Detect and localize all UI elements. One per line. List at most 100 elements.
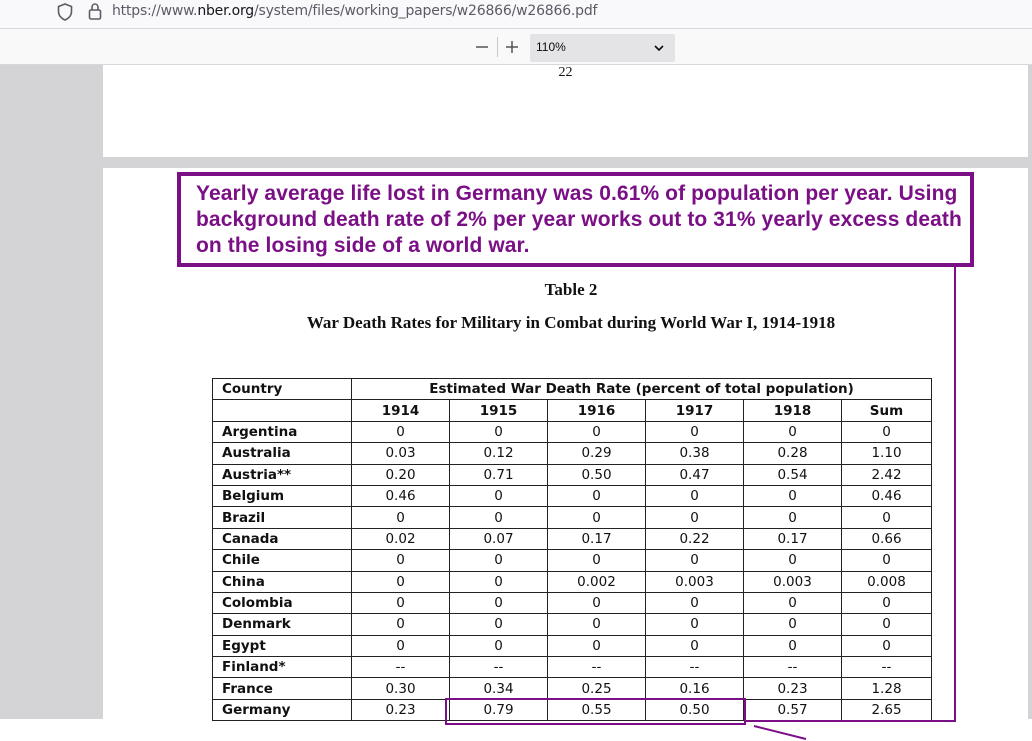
value-cell: 0	[351, 506, 450, 529]
value-cell: 0	[547, 549, 646, 572]
value-cell: 0.23	[351, 698, 450, 722]
value-cell: --	[449, 656, 548, 679]
value-cell: 0	[547, 420, 646, 444]
value-cell: 0	[645, 634, 744, 658]
table-title: War Death Rates for Military in Combat d…	[306, 313, 836, 332]
url-prefix: https://www.	[112, 3, 198, 19]
annotation-arrow-line	[753, 725, 807, 740]
chevron-down-icon	[654, 45, 664, 52]
value-cell: 0.28	[743, 442, 842, 465]
pdf-page-previous: 22	[103, 65, 1028, 157]
url-host: nber.org	[197, 3, 254, 19]
value-cell: 0	[841, 549, 932, 572]
value-cell: 0	[449, 570, 548, 593]
value-cell: 0.55	[547, 698, 646, 722]
value-cell: 0.34	[449, 677, 548, 700]
value-cell: 0	[841, 591, 932, 615]
value-cell: 0.23	[743, 677, 842, 700]
value-cell: 0	[449, 484, 548, 508]
value-cell: 0.57	[743, 698, 842, 722]
value-cell: 0	[351, 570, 450, 593]
column-header: 1914	[351, 399, 450, 422]
value-cell: 0.54	[743, 463, 842, 486]
lock-icon[interactable]	[88, 2, 102, 20]
value-cell: 0	[645, 420, 744, 444]
country-header: Country	[212, 377, 352, 401]
value-cell: 0	[645, 549, 744, 572]
value-cell: 0	[351, 420, 450, 444]
minus-icon	[476, 46, 488, 48]
table-row: Denmark 0 0 0 0 0 0	[212, 613, 932, 636]
zoom-value: 110%	[536, 40, 566, 54]
value-cell: 0.17	[547, 527, 646, 551]
value-cell: 0.16	[645, 677, 744, 700]
table-header-row: Country Estimated War Death Rate (percen…	[212, 377, 932, 401]
url-bar[interactable]: https://www.nber.org/system/files/workin…	[0, 0, 1032, 28]
zoom-in-button[interactable]	[503, 38, 521, 56]
column-header: 1915	[449, 399, 548, 422]
url-path: /system/files/working_papers/w26866/w268…	[253, 3, 598, 19]
value-cell: 0	[547, 613, 646, 636]
value-cell: 0	[351, 549, 450, 572]
value-cell: 0.002	[547, 570, 646, 593]
value-cell: 0	[547, 591, 646, 615]
value-cell: 0	[449, 634, 548, 658]
value-cell: 0	[743, 506, 842, 529]
pdf-toolbar: 110%	[0, 28, 1032, 65]
country-cell: Australia	[212, 442, 352, 465]
value-cell: 0	[351, 591, 450, 615]
country-cell: Germany	[212, 698, 352, 722]
value-cell: 0.50	[547, 463, 646, 486]
value-cell: 0.003	[645, 570, 744, 593]
empty-header-cell	[212, 399, 352, 422]
country-cell: Denmark	[212, 613, 352, 636]
value-cell: 0	[449, 613, 548, 636]
group-header: Estimated War Death Rate (percent of tot…	[351, 377, 932, 401]
value-cell: 0.47	[645, 463, 744, 486]
toolbar-separator	[497, 37, 498, 57]
value-cell: 0	[841, 420, 932, 444]
value-cell: 0.02	[351, 527, 450, 551]
country-cell: Brazil	[212, 506, 352, 529]
table-row: Austria** 0.20 0.71 0.50 0.47 0.54 2.42	[212, 463, 932, 486]
value-cell: --	[351, 656, 450, 679]
table-row: Colombia 0 0 0 0 0 0	[212, 591, 932, 615]
value-cell: 0.07	[449, 527, 548, 551]
column-header: 1918	[743, 399, 842, 422]
value-cell: 0	[449, 506, 548, 529]
value-cell: 0	[351, 634, 450, 658]
table-body: Argentina 0 0 0 0 0 0 Australia 0.03 0.12 0.29 0.38…	[212, 420, 932, 722]
viewer-bottom-edge	[0, 719, 103, 741]
shield-icon[interactable]	[57, 3, 73, 21]
value-cell: 0.66	[841, 527, 932, 551]
url-text[interactable]: https://www.nber.org/system/files/workin…	[112, 3, 597, 19]
country-cell: France	[212, 677, 352, 700]
zoom-out-button[interactable]	[473, 38, 491, 56]
value-cell: 0	[743, 591, 842, 615]
value-cell: 0	[841, 613, 932, 636]
country-cell: Colombia	[212, 591, 352, 615]
country-cell: China	[212, 570, 352, 593]
value-cell: 0.17	[743, 527, 842, 551]
table-row: Brazil 0 0 0 0 0 0	[212, 506, 932, 529]
value-cell: 1.28	[841, 677, 932, 700]
value-cell: 0.71	[449, 463, 548, 486]
value-cell: 0	[841, 634, 932, 658]
value-cell: 0.79	[449, 698, 548, 722]
value-cell: 0.50	[645, 698, 744, 722]
annotation-box	[177, 172, 974, 267]
value-cell: 0.38	[645, 442, 744, 465]
value-cell: 1.10	[841, 442, 932, 465]
value-cell: 0	[449, 549, 548, 572]
country-cell: Canada	[212, 527, 352, 551]
column-header: 1916	[547, 399, 646, 422]
value-cell: 0	[743, 420, 842, 444]
value-cell: 0	[841, 506, 932, 529]
war-death-rate-table: Country Estimated War Death Rate (percen…	[212, 377, 932, 722]
value-cell: 0	[547, 484, 646, 508]
page-number: 22	[558, 65, 573, 80]
country-cell: Egypt	[212, 634, 352, 658]
value-cell: 0.003	[743, 570, 842, 593]
zoom-select[interactable]: 110%	[530, 34, 675, 62]
value-cell: 0.22	[645, 527, 744, 551]
